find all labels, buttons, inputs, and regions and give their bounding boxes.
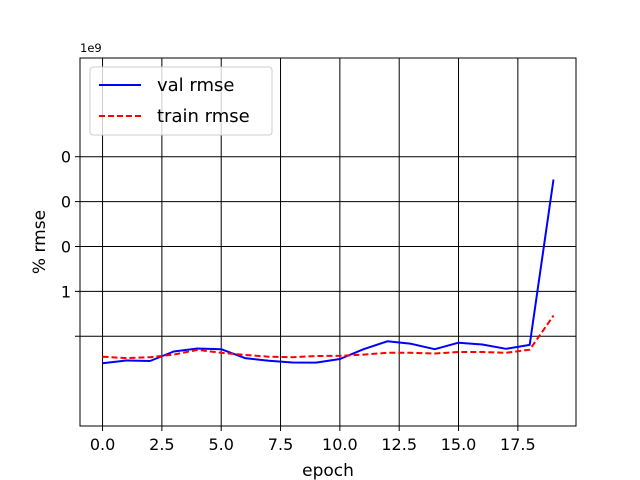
series-line-val-rmse	[102, 179, 555, 365]
x-tick-label: 7.5	[268, 435, 293, 454]
legend: val rmse train rmse	[89, 66, 273, 136]
y-axis-ticks: 1 0 0 0	[61, 148, 80, 337]
x-tick-label: 10.0	[322, 435, 358, 454]
series-layer	[102, 179, 555, 365]
y-tick-label: 0	[61, 148, 71, 167]
y-tick-label: 0	[61, 237, 71, 256]
y-tick-label: 0	[61, 193, 71, 212]
x-tick-label: 0.0	[90, 435, 115, 454]
y-offset-label: 1e9	[80, 41, 102, 55]
x-tick-label: 5.0	[208, 435, 233, 454]
x-tick-label: 15.0	[441, 435, 477, 454]
series-line-train-rmse	[102, 315, 555, 360]
y-axis-title: % rmse	[30, 210, 50, 274]
plot-area-frame	[79, 57, 577, 427]
x-tick-label: 2.5	[149, 435, 174, 454]
x-axis-title: epoch	[302, 461, 354, 480]
x-tick-label: 17.5	[500, 435, 536, 454]
x-axis-ticks: 0.0 2.5 5.0 7.5 10.0 12.5 15.0 17.5	[90, 426, 536, 454]
legend-label-val-rmse: val rmse	[157, 75, 234, 96]
x-tick-label: 12.5	[381, 435, 417, 454]
y-tick-label: 1	[61, 282, 71, 301]
legend-label-train-rmse: train rmse	[157, 106, 250, 127]
